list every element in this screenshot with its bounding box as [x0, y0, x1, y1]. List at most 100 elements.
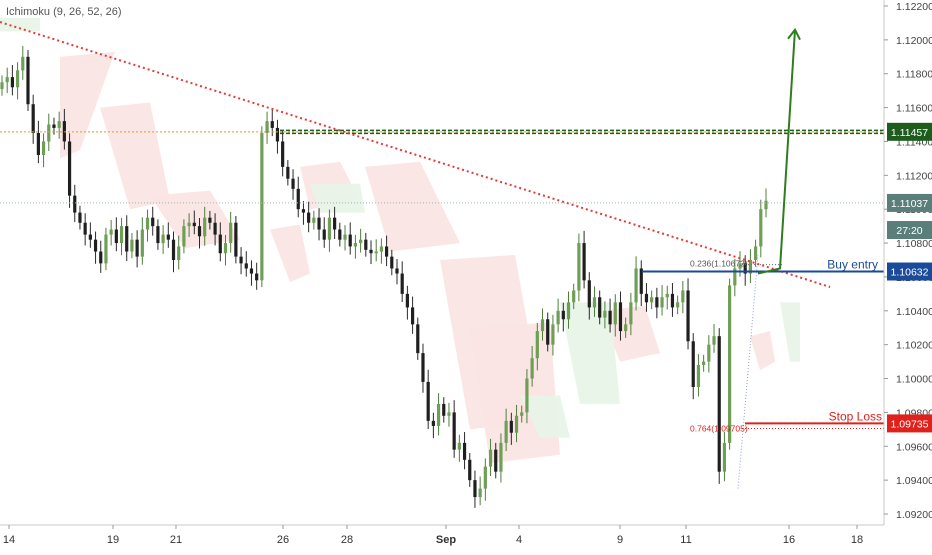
candles[interactable]: [0, 45, 768, 508]
candle[interactable]: [281, 141, 285, 167]
candle[interactable]: [551, 324, 555, 345]
candle[interactable]: [587, 280, 591, 308]
candle[interactable]: [270, 121, 274, 128]
stop-loss-label[interactable]: Stop Loss: [829, 409, 882, 423]
candle[interactable]: [317, 217, 321, 230]
candle[interactable]: [546, 319, 550, 345]
candle[interactable]: [52, 124, 56, 128]
candle[interactable]: [483, 466, 487, 489]
price-label[interactable]: 1.11457: [891, 127, 928, 139]
candle[interactable]: [499, 442, 503, 472]
candle[interactable]: [301, 209, 306, 213]
candle[interactable]: [364, 239, 368, 250]
candle[interactable]: [421, 353, 425, 382]
candle[interactable]: [530, 358, 534, 379]
candle[interactable]: [722, 442, 727, 472]
buy-entry-label[interactable]: Buy entry: [827, 258, 878, 272]
candle[interactable]: [618, 302, 623, 332]
candle[interactable]: [478, 488, 482, 498]
candle[interactable]: [239, 256, 243, 264]
candle[interactable]: [156, 226, 160, 244]
candle[interactable]: [234, 222, 238, 257]
candle[interactable]: [15, 70, 20, 88]
candle[interactable]: [738, 263, 742, 269]
candle[interactable]: [135, 239, 139, 257]
candle[interactable]: [572, 290, 576, 303]
candle[interactable]: [291, 178, 295, 189]
candle[interactable]: [707, 344, 711, 362]
candle[interactable]: [379, 246, 384, 252]
drawings[interactable]: [0, 21, 884, 489]
candle[interactable]: [10, 77, 14, 88]
candle[interactable]: [556, 310, 560, 325]
candle[interactable]: [665, 293, 669, 298]
price-label[interactable]: 1.10632: [891, 267, 929, 279]
candle[interactable]: [535, 331, 539, 359]
candle[interactable]: [36, 133, 40, 156]
candle[interactable]: [686, 290, 690, 342]
candle[interactable]: [249, 268, 254, 274]
candle[interactable]: [223, 243, 228, 254]
candle[interactable]: [592, 297, 597, 308]
candle[interactable]: [613, 302, 617, 325]
candle[interactable]: [343, 234, 347, 240]
candle[interactable]: [447, 412, 451, 416]
candle[interactable]: [265, 121, 269, 133]
indicator-label[interactable]: Ichimoku (9, 26, 52, 26): [6, 6, 122, 18]
candle[interactable]: [395, 268, 399, 274]
candle[interactable]: [712, 336, 716, 345]
candle[interactable]: [260, 133, 264, 281]
candle[interactable]: [696, 364, 701, 387]
candle[interactable]: [5, 77, 9, 83]
candle[interactable]: [681, 290, 685, 303]
candle[interactable]: [416, 324, 420, 354]
candle[interactable]: [187, 222, 191, 227]
candle[interactable]: [754, 246, 758, 260]
candle[interactable]: [333, 217, 337, 230]
candle[interactable]: [660, 297, 664, 308]
candle[interactable]: [0, 82, 4, 89]
candle[interactable]: [452, 412, 456, 450]
candle[interactable]: [109, 229, 113, 235]
candle[interactable]: [41, 141, 46, 156]
candle[interactable]: [561, 310, 565, 320]
candle[interactable]: [733, 268, 737, 286]
candle[interactable]: [307, 212, 311, 223]
candle[interactable]: [577, 243, 581, 291]
price-label[interactable]: 1.09735: [891, 418, 929, 430]
candle[interactable]: [457, 442, 461, 450]
candle[interactable]: [151, 217, 155, 227]
candle[interactable]: [353, 243, 358, 247]
candle[interactable]: [62, 121, 66, 142]
candle[interactable]: [566, 302, 571, 320]
candle[interactable]: [130, 239, 134, 252]
candle[interactable]: [218, 234, 222, 254]
candle[interactable]: [67, 141, 72, 196]
target-arrow[interactable]: [757, 29, 796, 275]
candle[interactable]: [442, 403, 446, 416]
candle[interactable]: [213, 222, 217, 235]
candle[interactable]: [598, 297, 602, 318]
candle[interactable]: [338, 229, 342, 240]
candle[interactable]: [145, 217, 150, 230]
candle[interactable]: [644, 293, 649, 303]
candle[interactable]: [359, 239, 363, 244]
candle[interactable]: [670, 293, 675, 308]
candle[interactable]: [26, 56, 30, 105]
candle[interactable]: [608, 310, 612, 325]
candle[interactable]: [629, 302, 633, 325]
trendline[interactable]: [0, 21, 831, 288]
candle[interactable]: [78, 212, 82, 223]
candle[interactable]: [182, 226, 186, 247]
candle[interactable]: [374, 251, 378, 254]
candle[interactable]: [327, 217, 332, 240]
candle[interactable]: [405, 293, 409, 308]
candle[interactable]: [275, 127, 280, 142]
candle[interactable]: [400, 273, 404, 294]
candle[interactable]: [525, 378, 529, 413]
candle[interactable]: [312, 217, 316, 223]
candle[interactable]: [166, 234, 170, 240]
candle[interactable]: [676, 302, 680, 308]
candle[interactable]: [31, 104, 35, 133]
